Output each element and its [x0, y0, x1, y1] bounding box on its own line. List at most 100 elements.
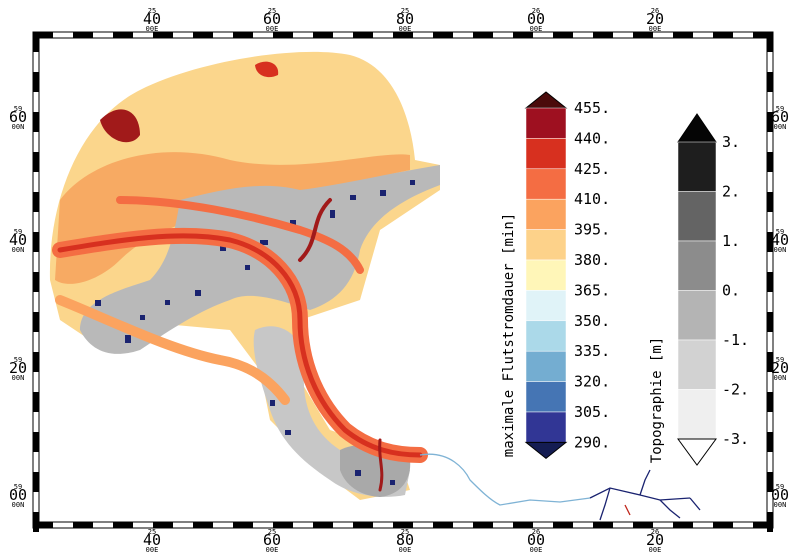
frame-segment — [33, 522, 53, 528]
frame-segment — [33, 392, 39, 412]
frame-segment — [113, 32, 133, 38]
frame-segment — [433, 32, 453, 38]
frame-segment — [713, 32, 733, 38]
topo-colorbar-label: -3. — [722, 430, 749, 448]
flow-colorbar-segment — [525, 229, 567, 261]
topo-colorbar-segment — [677, 141, 717, 192]
frame-segment — [673, 522, 693, 528]
frame-segment — [473, 522, 493, 528]
flow-colorbar-label: 335. — [574, 342, 610, 360]
topo-colorbar-label: 0. — [722, 282, 740, 300]
bottom-tick-label-deg: 25 — [148, 528, 156, 536]
top-tick-label-sub: 00E — [146, 25, 159, 33]
top-tick-label-min: 40 — [143, 10, 161, 28]
frame-segment — [553, 522, 573, 528]
bottom-tick-label-min: 20 — [646, 531, 664, 549]
frame-segment — [433, 522, 453, 528]
bottom-tick-label-sub: 00E — [266, 546, 279, 554]
map-frame — [32, 31, 774, 532]
bottom-tick-label-deg: 26 — [532, 528, 540, 536]
topo-colorbar-segment — [677, 191, 717, 242]
estuary-map — [49, 51, 701, 521]
right-tick-label-min: 60 — [771, 108, 789, 126]
colorbar-flow: 455. 440. 425. 410. 395. 380. 365. 350. 335. 320.… — [501, 91, 610, 460]
right-tick-label-deg: 59 — [776, 228, 784, 236]
bottom-tick-label-sub: 00E — [146, 546, 159, 554]
axis-labels: 254000E256000E258000E260000E262000E25400… — [9, 7, 789, 554]
right-tick-label-sub: 00N — [774, 374, 787, 382]
right-tick-label-min: 40 — [771, 231, 789, 249]
left-tick-label-min: 20 — [9, 359, 27, 377]
frame-segment — [767, 112, 773, 132]
left-tick-label-sub: 00N — [12, 123, 25, 131]
frame-segment — [153, 32, 173, 38]
left-tick-label-sub: 00N — [12, 501, 25, 509]
flow-colorbar-segment — [525, 290, 567, 322]
topo-colorbar-arrow-top — [677, 113, 717, 143]
frame-segment — [353, 522, 373, 528]
frame-segment — [33, 312, 39, 332]
sea-dark-spot-2 — [255, 61, 279, 78]
topo-colorbar-label: -2. — [722, 381, 749, 399]
right-tick-label-sub: 00N — [774, 123, 787, 131]
flow-colorbar-segment — [525, 107, 567, 139]
flow-colorbar-arrow-bottom — [524, 441, 568, 460]
frame-segment — [393, 32, 413, 38]
frame-segment — [767, 392, 773, 412]
left-tick-label-sub: 00N — [12, 246, 25, 254]
bottom-tick-label-min: 00 — [527, 531, 545, 549]
left-tick-label-sub: 00N — [12, 374, 25, 382]
tidal-channels — [52, 196, 428, 492]
frame-segment — [153, 522, 173, 528]
colorbar-flow-title: maximale Flutstromdauer [min] — [501, 213, 517, 457]
right-tick-label-sub: 00N — [774, 501, 787, 509]
right-tick-label-min: 20 — [771, 359, 789, 377]
bottom-tick-label-min: 80 — [396, 531, 414, 549]
upstream-river — [419, 453, 701, 521]
flow-colorbar-segment — [525, 138, 567, 170]
frame-segment — [193, 32, 213, 38]
left-tick-label-deg: 59 — [14, 356, 22, 364]
flow-colorbar-segment — [525, 381, 567, 413]
left-tick-label-min: 60 — [9, 108, 27, 126]
flow-colorbar-label: 320. — [574, 373, 610, 391]
frame-segment — [633, 522, 653, 528]
topo-colorbar-label: 2. — [722, 183, 740, 201]
frame-segment — [113, 522, 133, 528]
frame-segment — [767, 152, 773, 172]
frame-segment — [33, 512, 39, 532]
top-tick-label-min: 60 — [263, 10, 281, 28]
flow-colorbar-label: 455. — [574, 99, 610, 117]
bottom-tick-label-deg: 25 — [401, 528, 409, 536]
topo-colorbar-segment — [677, 240, 717, 291]
flow-colorbar-segment — [525, 198, 567, 230]
frame-segment — [73, 32, 93, 38]
frame-segment — [273, 522, 293, 528]
frame-segment — [767, 472, 773, 492]
flow-colorbar-label: 350. — [574, 312, 610, 330]
left-tick-label-min: 40 — [9, 231, 27, 249]
flow-colorbar-label: 425. — [574, 160, 610, 178]
top-tick-label-deg: 26 — [651, 7, 659, 15]
top-tick-label-sub: 00E — [266, 25, 279, 33]
top-tick-label-deg: 25 — [401, 7, 409, 15]
bottom-tick-label-sub: 00E — [649, 546, 662, 554]
frame-segment — [233, 522, 253, 528]
frame-segment — [673, 32, 693, 38]
top-tick-label-min: 00 — [527, 10, 545, 28]
frame-segment — [767, 192, 773, 212]
frame-segment — [767, 72, 773, 92]
frame-segment — [553, 32, 573, 38]
